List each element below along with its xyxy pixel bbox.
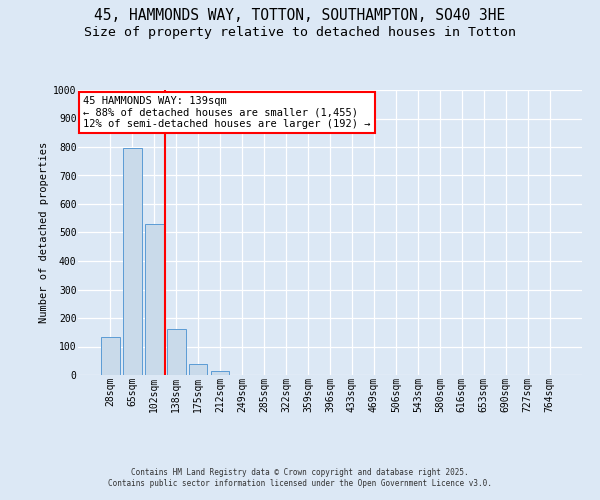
Bar [211,370,229,375]
Text: Contains HM Land Registry data © Crown copyright and database right 2025.
Contai: Contains HM Land Registry data © Crown c… [108,468,492,487]
Text: 45, HAMMONDS WAY, TOTTON, SOUTHAMPTON, SO40 3HE: 45, HAMMONDS WAY, TOTTON, SOUTHAMPTON, S… [94,8,506,22]
Bar [167,330,185,375]
Text: 45 HAMMONDS WAY: 139sqm
← 88% of detached houses are smaller (1,455)
12% of semi: 45 HAMMONDS WAY: 139sqm ← 88% of detache… [83,96,371,129]
Bar [189,364,208,375]
Text: Size of property relative to detached houses in Totton: Size of property relative to detached ho… [84,26,516,39]
Bar [123,148,142,375]
Bar [101,336,119,375]
Y-axis label: Number of detached properties: Number of detached properties [39,142,49,323]
Bar [145,224,164,375]
